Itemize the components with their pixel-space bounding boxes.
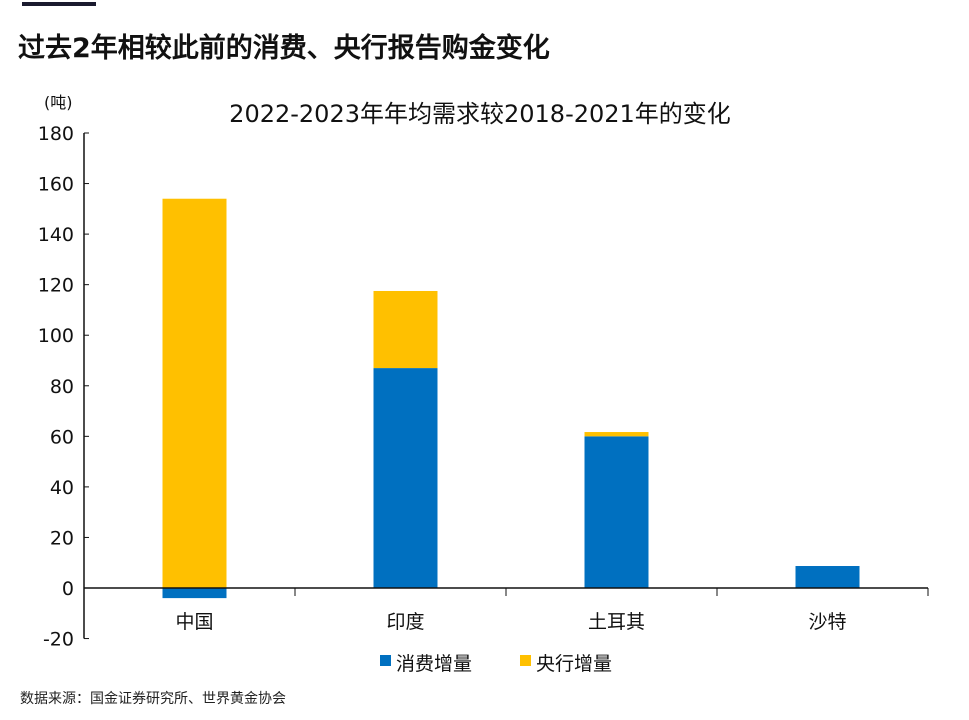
legend-swatch	[380, 655, 391, 666]
y-tick-label: 20	[50, 527, 74, 549]
y-tick-label: 0	[62, 578, 74, 600]
x-tick-label: 印度	[386, 611, 424, 633]
legend-swatch	[520, 655, 531, 666]
bar-central-bank	[373, 290, 438, 369]
top-accent-bar	[22, 2, 96, 6]
bar-consumption	[795, 566, 860, 588]
y-tick-label: 160	[38, 174, 74, 196]
source-note: 数据来源：国金证券研究所、世界黄金协会	[20, 691, 286, 707]
legend-label: 消费增量	[396, 653, 472, 675]
bar-consumption	[373, 368, 438, 588]
y-tick-label: 180	[38, 123, 74, 145]
y-tick-label: 140	[38, 224, 74, 246]
bar-central-bank	[584, 432, 649, 437]
bar-consumption	[584, 436, 649, 588]
legend-label: 央行增量	[536, 653, 612, 675]
bar-central-bank	[162, 198, 227, 588]
chart-title: 2022-2023年年均需求较2018-2021年的变化	[229, 100, 731, 128]
x-tick-label: 中国	[175, 611, 213, 633]
y-tick-label: 80	[50, 376, 74, 398]
x-tick-label: 土耳其	[588, 611, 645, 633]
y-axis-unit: (吨)	[44, 93, 73, 112]
y-tick-label: 120	[38, 275, 74, 297]
y-tick-label: 60	[50, 426, 74, 448]
y-tick-label: -20	[43, 629, 74, 651]
x-tick-label: 沙特	[808, 611, 846, 633]
page-title: 过去2年相较此前的消费、央行报告购金变化	[18, 33, 550, 64]
y-tick-label: 40	[50, 477, 74, 499]
y-tick-label: 100	[38, 325, 74, 347]
bar-consumption	[162, 588, 227, 599]
